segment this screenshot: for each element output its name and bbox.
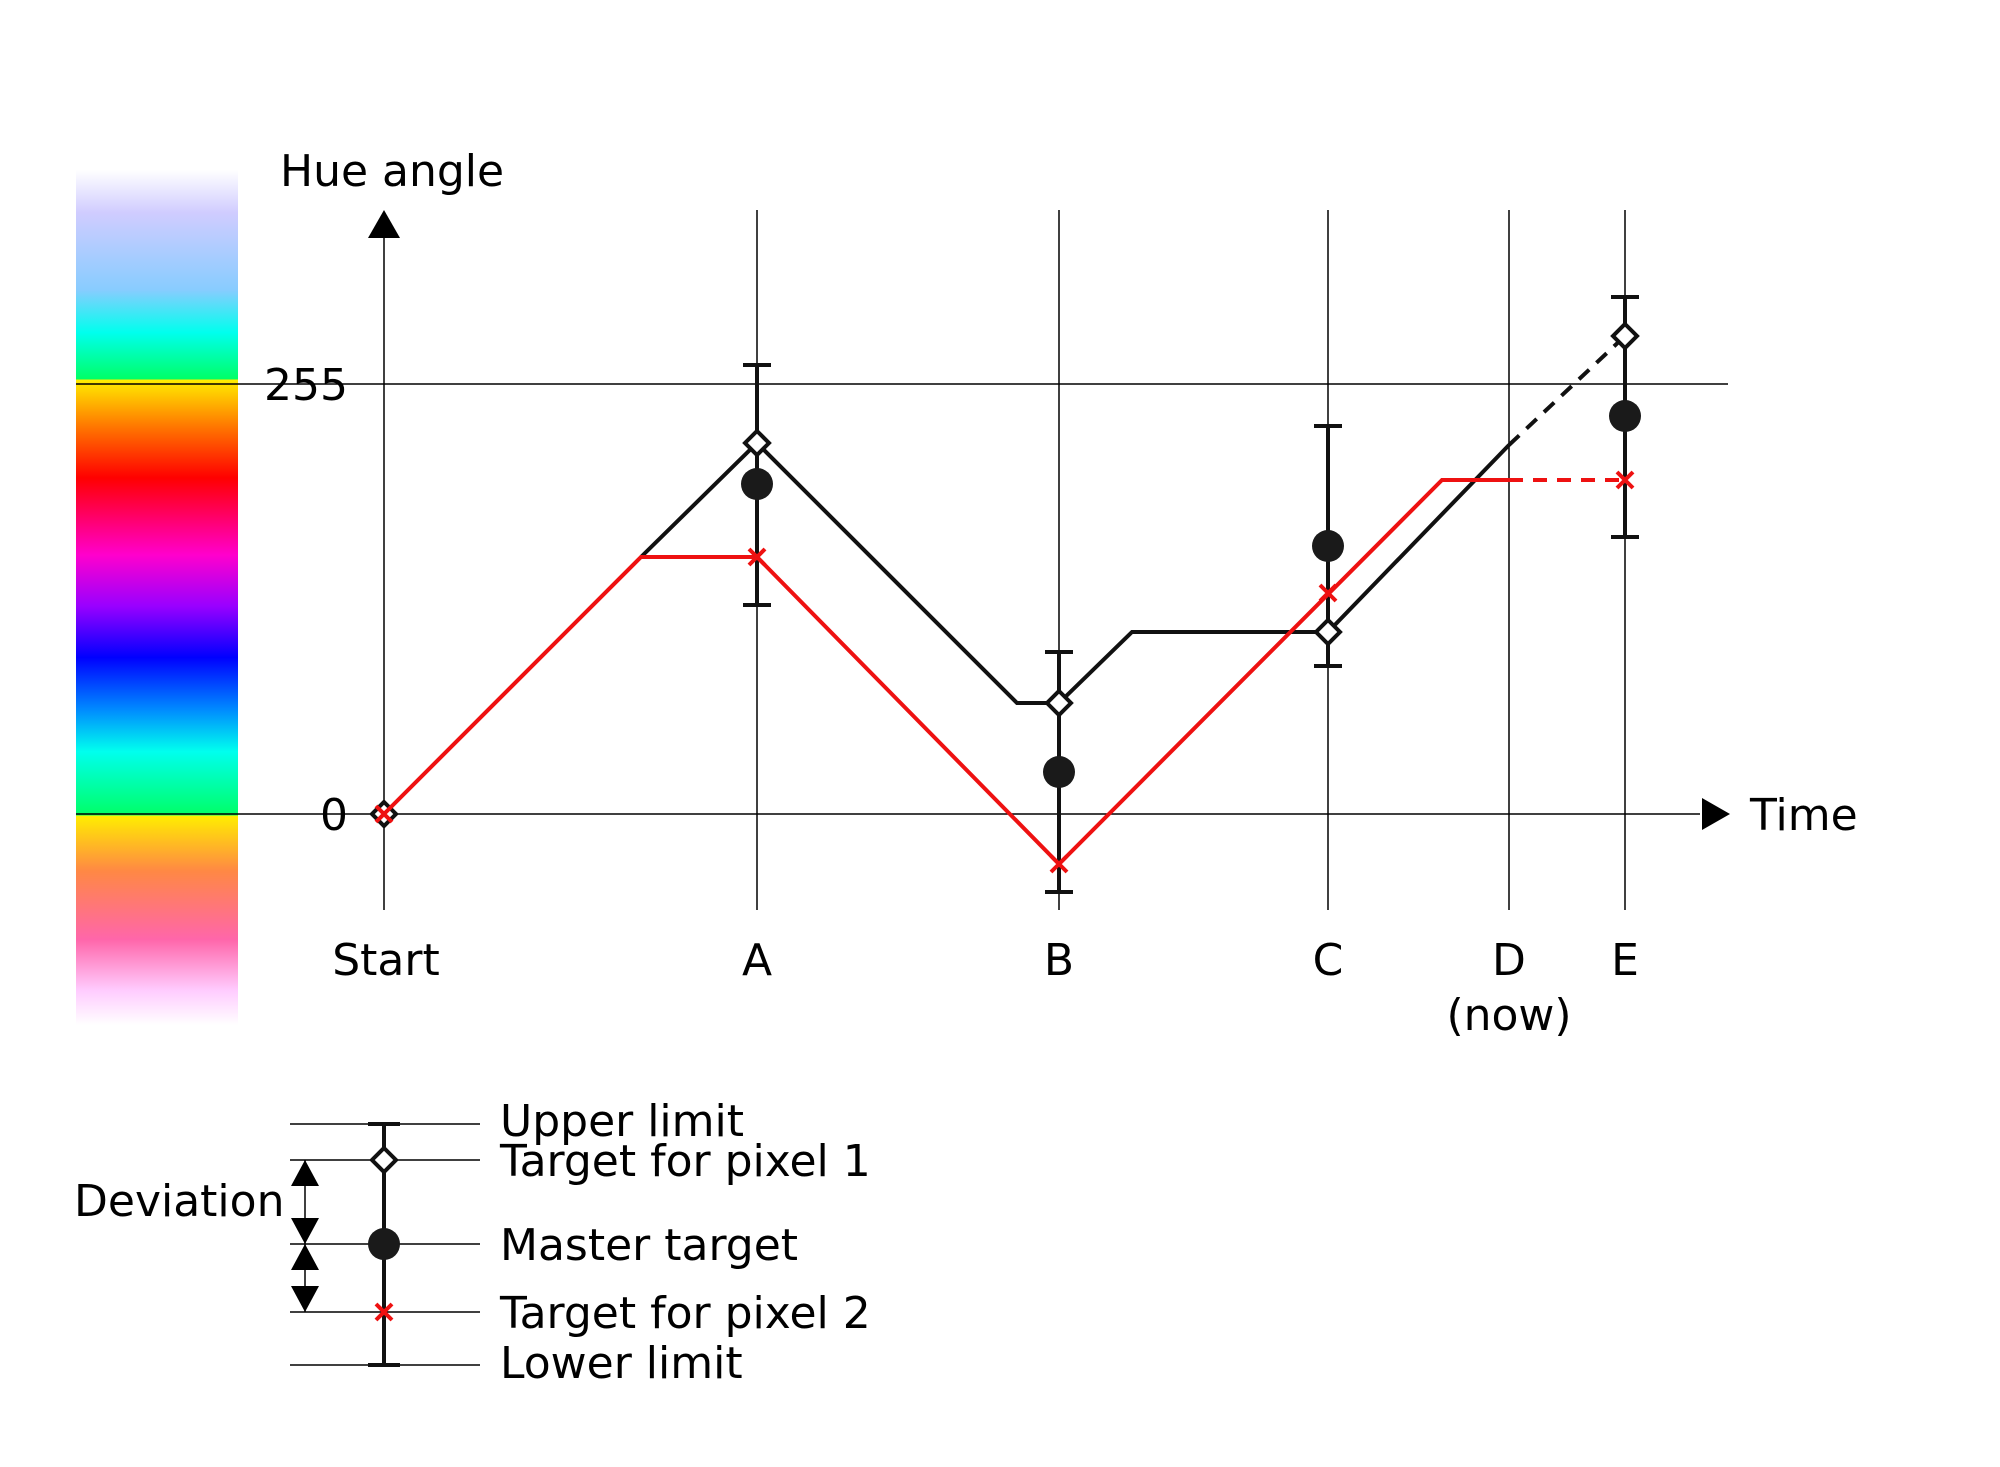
deviation-arrow-down-1-icon (291, 1218, 319, 1244)
legend-upper-limit: Upper limit (500, 1096, 744, 1147)
legend-deviation: Deviation (74, 1176, 284, 1227)
diamond-b (1044, 688, 1074, 718)
master-target-a (741, 468, 773, 500)
diamond-c (1313, 617, 1343, 647)
time-sublabel-d: (now) (1446, 990, 1571, 1041)
time-label-d: D (1492, 935, 1526, 986)
legend-master-dot-icon (368, 1228, 400, 1260)
time-label-c: C (1313, 935, 1344, 986)
deviation-arrow-up-2-icon (291, 1244, 319, 1270)
legend-lower-limit: Lower limit (500, 1338, 743, 1389)
y-axis-label: Hue angle (280, 146, 504, 197)
time-label-a: A (742, 935, 772, 986)
time-label-e: E (1611, 935, 1639, 986)
master-target-e (1609, 400, 1641, 432)
legend-diamond-icon (369, 1145, 399, 1175)
deviation-arrow-up-1-icon (291, 1160, 319, 1186)
pixel-1-path-forecast (1507, 334, 1627, 447)
x-axis-label: Time (1749, 790, 1858, 841)
pixel-1-targets (369, 321, 1640, 829)
legend-target-pixel-2: Target for pixel 2 (499, 1288, 871, 1339)
cross-b (1049, 854, 1069, 874)
cross-e (1615, 470, 1635, 490)
legend-cross-icon (374, 1302, 394, 1322)
master-target-b (1043, 756, 1075, 788)
cross-c (1318, 583, 1338, 603)
y-tick-0: 0 (320, 790, 348, 841)
diamond-e (1610, 321, 1640, 351)
hue-color-bar (76, 170, 238, 1025)
time-label-start: Start (332, 935, 440, 986)
cross-start (374, 804, 394, 824)
y-tick-255: 255 (264, 360, 348, 411)
cross-a (747, 547, 767, 567)
pixel-2-targets (374, 470, 1635, 874)
pixel-2-path (382, 478, 1509, 867)
master-target-c (1312, 530, 1344, 562)
deviation-arrow-down-2-icon (291, 1286, 319, 1312)
x-axis-arrow-icon (1702, 798, 1730, 830)
error-bars (743, 295, 1639, 894)
legend-master-target: Master target (500, 1220, 798, 1271)
y-axis-arrow-icon (368, 210, 400, 238)
legend: Deviation Upper limit Target for pixel 1… (74, 1096, 871, 1389)
time-label-b: B (1044, 935, 1074, 986)
master-targets (741, 400, 1641, 788)
legend-target-pixel-1: Target for pixel 1 (499, 1136, 871, 1187)
diamond-a (742, 428, 772, 458)
